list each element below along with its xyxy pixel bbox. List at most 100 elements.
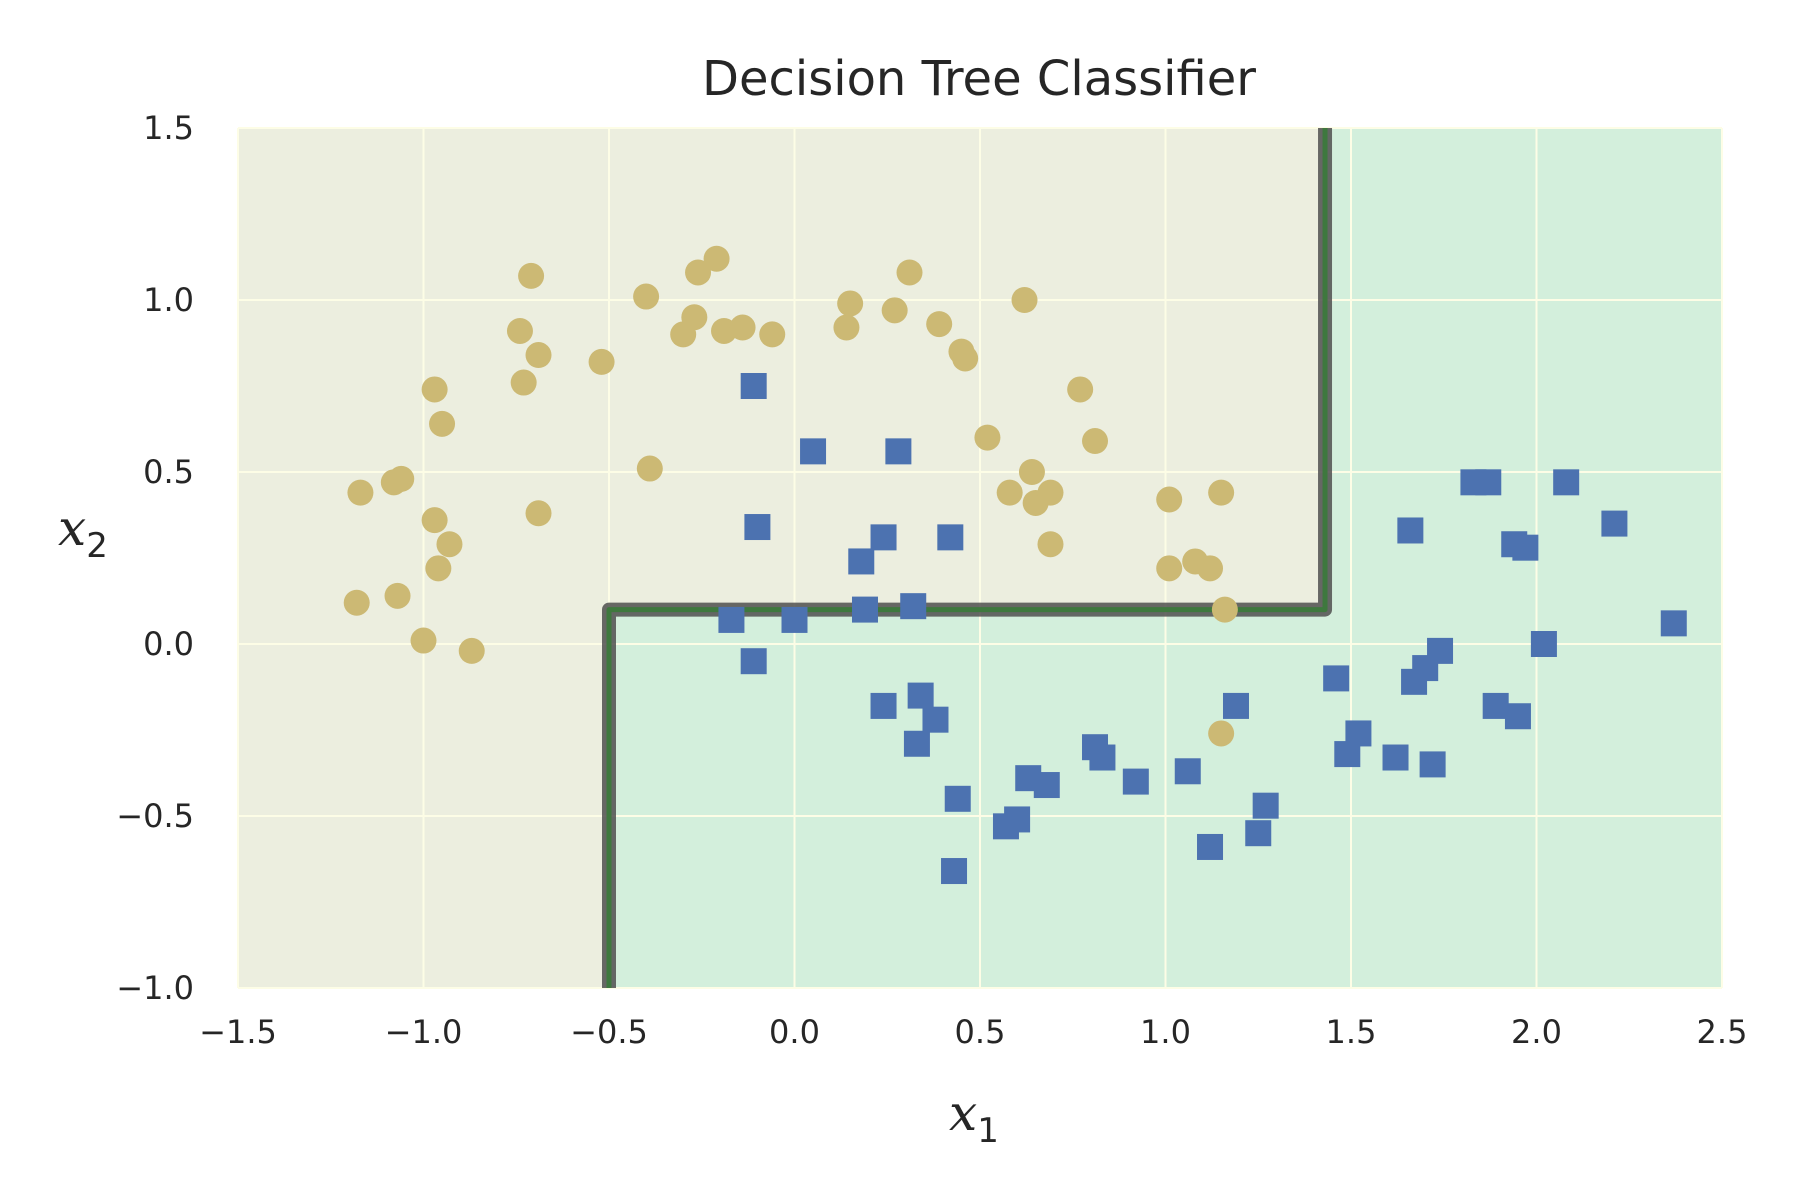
point-class-1-24	[1122, 768, 1149, 795]
x-tick-label-3: 0.0	[769, 1013, 820, 1051]
point-class-1-45	[1530, 631, 1557, 657]
point-class-0-47	[343, 589, 370, 616]
point-class-1-27	[1222, 692, 1249, 719]
point-class-1-33	[1382, 744, 1409, 771]
point-class-0-21	[837, 290, 864, 317]
point-class-0-35	[1082, 428, 1109, 455]
x-axis-label-subscript: 1	[977, 1111, 999, 1151]
point-class-0-32	[1037, 479, 1064, 506]
point-class-1-5	[937, 524, 964, 551]
point-class-0-8	[525, 342, 552, 369]
point-class-1-9	[718, 606, 745, 633]
point-class-0-28	[996, 479, 1023, 506]
x-tick-label-7: 2.0	[1511, 1013, 1562, 1051]
series-0	[343, 245, 1238, 747]
point-class-1-12	[870, 692, 897, 719]
point-class-0-26	[952, 345, 979, 372]
point-class-1-28	[1245, 820, 1272, 847]
point-class-0-34	[1067, 376, 1094, 403]
y-tick-label-3: 0.5	[143, 453, 194, 491]
point-class-1-40	[1475, 469, 1502, 496]
point-class-0-40	[1208, 479, 1235, 506]
point-class-0-49	[458, 637, 485, 664]
point-class-0-24	[926, 311, 953, 338]
point-class-0-27	[974, 424, 1001, 451]
y-axis-label-main: x	[58, 499, 86, 557]
point-class-1-1	[800, 438, 827, 465]
point-class-0-4	[429, 410, 456, 437]
point-class-1-2	[885, 438, 912, 465]
y-tick-label-5: 1.5	[143, 109, 194, 147]
point-class-0-5	[506, 317, 533, 344]
point-class-1-30	[1323, 665, 1350, 692]
point-class-1-14	[922, 706, 949, 733]
y-tick-label-1: −0.5	[116, 797, 194, 835]
point-class-0-46	[384, 582, 411, 609]
point-class-0-44	[425, 555, 452, 582]
point-class-1-7	[851, 596, 878, 623]
point-class-0-45	[436, 531, 463, 558]
point-class-1-44	[1512, 534, 1539, 561]
x-tick-label-8: 2.5	[1697, 1013, 1748, 1051]
point-class-1-37	[1419, 751, 1446, 778]
x-tick-label-2: −0.5	[570, 1013, 648, 1051]
point-class-0-14	[681, 304, 708, 331]
x-tick-label-6: 1.5	[1326, 1013, 1377, 1051]
y-axis-ticks: −1.0 −0.5 0.0 0.5 1.0 1.5	[116, 109, 194, 1007]
decision-boundary-line	[606, 128, 1328, 988]
point-class-0-20	[833, 314, 860, 341]
point-class-1-16	[944, 785, 971, 812]
point-class-1-11	[740, 648, 767, 675]
point-class-0-30	[1018, 459, 1045, 485]
point-class-1-13	[907, 682, 934, 709]
point-class-1-32	[1345, 720, 1372, 747]
x-tick-label-4: 0.5	[955, 1013, 1006, 1051]
point-class-0-39	[1197, 555, 1224, 582]
point-class-1-35	[1397, 517, 1424, 544]
point-class-0-0	[347, 479, 374, 506]
point-class-1-8	[900, 593, 927, 620]
point-class-0-36	[1156, 486, 1183, 513]
x-axis-label: x1	[949, 1084, 999, 1151]
point-class-0-19	[759, 321, 786, 348]
point-class-1-17	[941, 858, 968, 885]
x-tick-label-1: −1.0	[385, 1013, 463, 1051]
point-class-1-43	[1504, 703, 1531, 730]
point-class-0-15	[685, 259, 712, 286]
point-class-0-23	[896, 259, 923, 286]
point-class-1-48	[1660, 610, 1687, 637]
point-class-0-33	[1037, 531, 1064, 558]
x-tick-label-5: 1.0	[1140, 1013, 1191, 1051]
x-axis-ticks: −1.5 −1.0 −0.5 0.0 0.5 1.0 1.5 2.0 2.5	[199, 1013, 1747, 1051]
point-class-1-46	[1553, 469, 1580, 496]
point-class-0-10	[588, 348, 615, 375]
point-class-1-3	[744, 514, 771, 541]
point-class-1-25	[1174, 758, 1201, 785]
point-class-1-47	[1601, 510, 1628, 537]
point-class-0-3	[421, 376, 448, 403]
point-class-1-6	[848, 548, 875, 575]
point-class-0-2	[388, 465, 415, 492]
point-class-0-48	[410, 627, 437, 654]
point-class-0-9	[525, 500, 552, 527]
point-class-0-7	[518, 262, 545, 289]
point-class-1-10	[781, 606, 808, 633]
x-tick-label-0: −1.5	[199, 1013, 277, 1051]
point-class-0-29	[1011, 287, 1038, 313]
y-tick-label-2: 0.0	[143, 625, 194, 663]
x-axis-label-main: x	[949, 1084, 977, 1142]
chart-title: Decision Tree Classifier	[702, 51, 1256, 107]
point-class-0-11	[633, 283, 660, 310]
y-axis-label-subscript: 2	[86, 526, 108, 566]
point-class-1-19	[1004, 806, 1031, 833]
series-1	[718, 373, 1687, 885]
point-class-0-12	[636, 455, 663, 482]
point-class-1-26	[1197, 833, 1224, 860]
point-class-1-38	[1427, 637, 1454, 664]
point-class-1-15	[903, 730, 930, 757]
point-class-0-41	[1211, 596, 1238, 623]
point-class-1-23	[1089, 744, 1116, 771]
point-class-1-4	[870, 524, 897, 551]
y-tick-label-0: −1.0	[116, 969, 194, 1007]
